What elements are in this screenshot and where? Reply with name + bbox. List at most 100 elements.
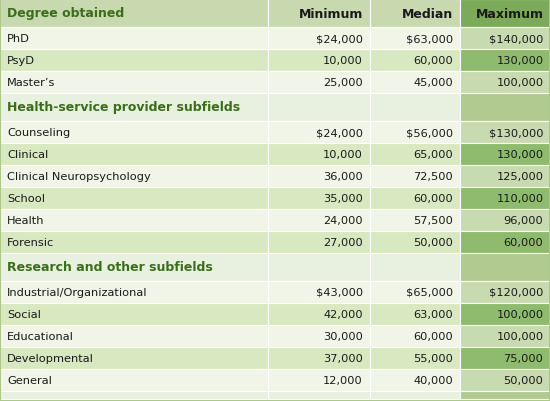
Bar bbox=[0, 122, 268, 144]
Bar bbox=[268, 166, 370, 188]
Bar bbox=[0, 303, 268, 325]
Text: $120,000: $120,000 bbox=[489, 287, 543, 297]
Bar bbox=[268, 231, 370, 253]
Bar bbox=[0, 0, 268, 28]
Text: 100,000: 100,000 bbox=[496, 309, 543, 319]
Bar bbox=[268, 72, 370, 94]
Bar bbox=[370, 303, 460, 325]
Text: PsyD: PsyD bbox=[7, 56, 35, 66]
Text: Industrial/Organizational: Industrial/Organizational bbox=[7, 287, 147, 297]
Bar bbox=[268, 325, 370, 347]
Text: Median: Median bbox=[402, 8, 453, 20]
Text: General: General bbox=[7, 375, 52, 385]
Text: 35,000: 35,000 bbox=[323, 194, 363, 203]
Bar bbox=[370, 166, 460, 188]
Bar bbox=[460, 303, 550, 325]
Text: $43,000: $43,000 bbox=[316, 287, 363, 297]
Text: 100,000: 100,000 bbox=[496, 331, 543, 341]
Bar bbox=[460, 94, 550, 122]
Text: $24,000: $24,000 bbox=[316, 34, 363, 44]
Text: 45,000: 45,000 bbox=[414, 78, 453, 88]
Text: 24,000: 24,000 bbox=[323, 215, 363, 225]
Bar bbox=[268, 347, 370, 369]
Bar bbox=[0, 166, 268, 188]
Bar bbox=[370, 28, 460, 50]
Bar bbox=[370, 144, 460, 166]
Text: 110,000: 110,000 bbox=[496, 194, 543, 203]
Text: 63,000: 63,000 bbox=[414, 309, 453, 319]
Text: 65,000: 65,000 bbox=[414, 150, 453, 160]
Bar bbox=[370, 188, 460, 209]
Bar bbox=[460, 188, 550, 209]
Bar bbox=[460, 281, 550, 303]
Text: 100,000: 100,000 bbox=[496, 78, 543, 88]
Bar bbox=[460, 231, 550, 253]
Bar bbox=[370, 122, 460, 144]
Text: 36,000: 36,000 bbox=[323, 172, 363, 182]
Text: 25,000: 25,000 bbox=[323, 78, 363, 88]
Text: $140,000: $140,000 bbox=[489, 34, 543, 44]
Bar bbox=[370, 0, 460, 28]
Bar bbox=[0, 347, 268, 369]
Text: Counseling: Counseling bbox=[7, 128, 70, 138]
Text: 60,000: 60,000 bbox=[414, 194, 453, 203]
Text: 60,000: 60,000 bbox=[414, 331, 453, 341]
Text: $63,000: $63,000 bbox=[406, 34, 453, 44]
Text: $130,000: $130,000 bbox=[489, 128, 543, 138]
Bar bbox=[460, 144, 550, 166]
Bar bbox=[370, 231, 460, 253]
Text: 57,500: 57,500 bbox=[414, 215, 453, 225]
Bar bbox=[0, 325, 268, 347]
Text: 50,000: 50,000 bbox=[504, 375, 543, 385]
Bar bbox=[370, 325, 460, 347]
Text: 60,000: 60,000 bbox=[414, 56, 453, 66]
Bar bbox=[0, 281, 268, 303]
Bar bbox=[0, 28, 268, 50]
Bar bbox=[460, 166, 550, 188]
Bar bbox=[268, 50, 370, 72]
Bar bbox=[0, 94, 268, 122]
Bar bbox=[460, 28, 550, 50]
Bar bbox=[268, 94, 370, 122]
Bar bbox=[370, 72, 460, 94]
Bar bbox=[268, 281, 370, 303]
Bar bbox=[460, 209, 550, 231]
Bar bbox=[268, 28, 370, 50]
Text: $56,000: $56,000 bbox=[406, 128, 453, 138]
Bar bbox=[370, 281, 460, 303]
Text: Clinical Neuropsychology: Clinical Neuropsychology bbox=[7, 172, 151, 182]
Text: Health-service provider subfields: Health-service provider subfields bbox=[7, 101, 240, 114]
Text: School: School bbox=[7, 194, 45, 203]
Text: 30,000: 30,000 bbox=[323, 331, 363, 341]
Bar bbox=[370, 253, 460, 281]
Text: 72,500: 72,500 bbox=[414, 172, 453, 182]
Text: 42,000: 42,000 bbox=[323, 309, 363, 319]
Bar bbox=[460, 253, 550, 281]
Bar bbox=[0, 188, 268, 209]
Bar bbox=[0, 231, 268, 253]
Bar bbox=[268, 209, 370, 231]
Bar bbox=[460, 122, 550, 144]
Bar bbox=[0, 50, 268, 72]
Bar bbox=[268, 0, 370, 28]
Bar bbox=[370, 94, 460, 122]
Text: Health: Health bbox=[7, 215, 45, 225]
Text: Social: Social bbox=[7, 309, 41, 319]
Text: PhD: PhD bbox=[7, 34, 30, 44]
Text: 55,000: 55,000 bbox=[414, 353, 453, 363]
Text: Maximum: Maximum bbox=[475, 8, 543, 20]
Bar bbox=[0, 144, 268, 166]
Text: Clinical: Clinical bbox=[7, 150, 48, 160]
Bar bbox=[268, 253, 370, 281]
Text: Forensic: Forensic bbox=[7, 237, 54, 247]
Bar bbox=[370, 50, 460, 72]
Bar bbox=[370, 391, 460, 399]
Text: 37,000: 37,000 bbox=[323, 353, 363, 363]
Text: 60,000: 60,000 bbox=[504, 237, 543, 247]
Text: Master’s: Master’s bbox=[7, 78, 56, 88]
Bar bbox=[460, 391, 550, 399]
Text: 50,000: 50,000 bbox=[414, 237, 453, 247]
Bar bbox=[0, 209, 268, 231]
Text: Degree obtained: Degree obtained bbox=[7, 8, 124, 20]
Bar bbox=[0, 391, 268, 399]
